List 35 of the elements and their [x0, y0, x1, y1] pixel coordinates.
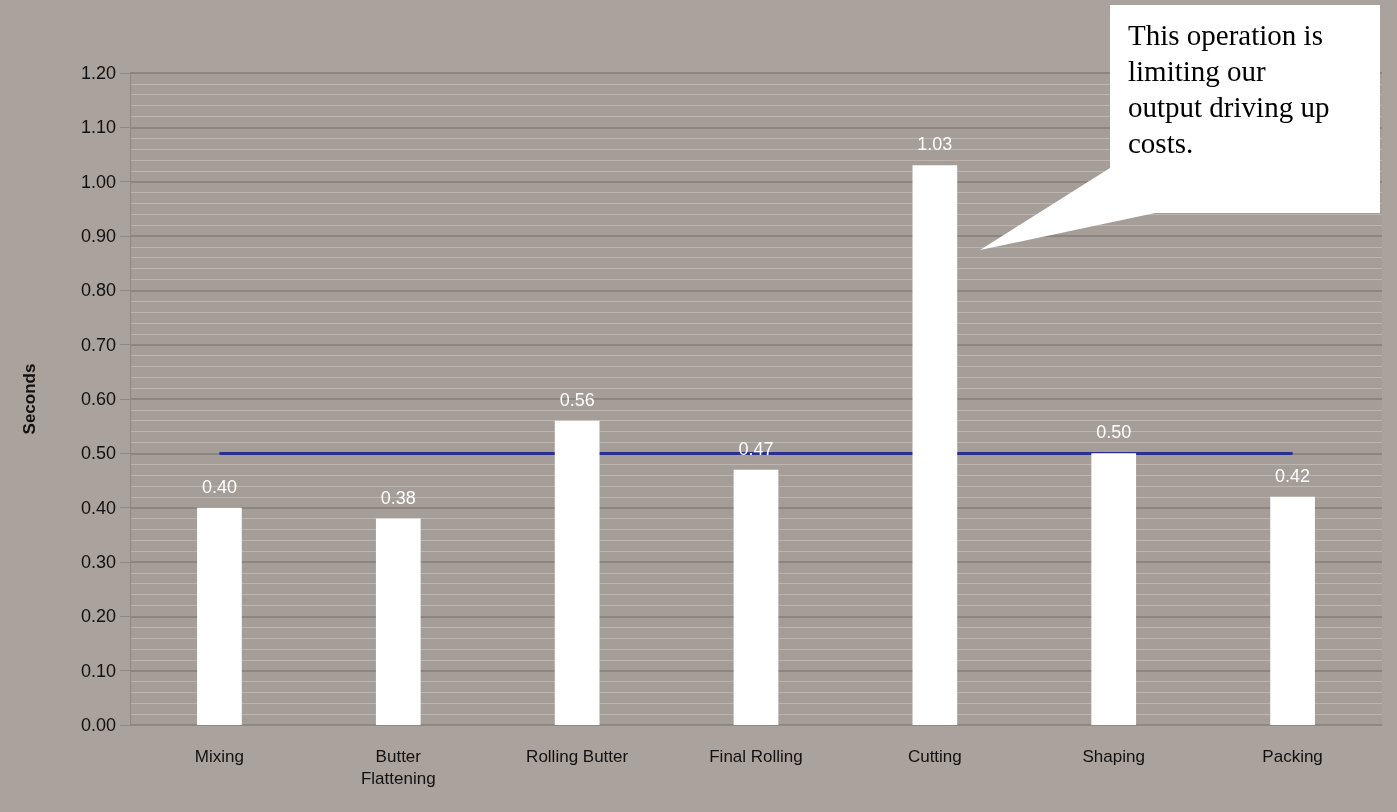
y-tick-label: 0.50	[80, 443, 116, 464]
bar	[1270, 496, 1315, 725]
data-label: 0.42	[1275, 465, 1311, 486]
x-tick-label: Butter Flattening	[360, 746, 436, 788]
y-axis-title: Seconds	[20, 363, 39, 435]
x-tick-label: Packing	[1262, 746, 1323, 766]
bar	[1091, 453, 1137, 725]
y-tick-label: 0.10	[80, 660, 116, 681]
data-label: 0.50	[1096, 422, 1132, 443]
x-tick-label: Mixing	[194, 746, 244, 766]
bar	[197, 507, 242, 725]
x-tick-label: Rolling Butter	[526, 746, 629, 766]
bar	[733, 469, 779, 725]
y-tick-label: 0.40	[80, 497, 116, 518]
bar	[375, 518, 421, 725]
data-label: 0.38	[380, 487, 416, 508]
data-label: 0.56	[559, 389, 595, 410]
y-tick-label: 0.90	[80, 226, 116, 246]
x-tick-label: Final Rolling	[709, 746, 803, 766]
y-tick-label: 1.20	[80, 63, 116, 83]
data-label: 1.03	[917, 134, 953, 155]
y-tick-label: 0.70	[80, 334, 116, 355]
data-label: 0.40	[201, 476, 237, 497]
y-tick-label: 1.00	[80, 171, 116, 192]
y-tick-label: 0.30	[80, 552, 116, 572]
x-tick-label: Shaping	[1082, 746, 1145, 766]
bar	[912, 165, 958, 725]
x-tick-label: Cutting	[907, 746, 962, 766]
y-tick-label: 0.80	[80, 280, 116, 301]
bar	[554, 420, 600, 725]
y-tick-label: 0.60	[80, 389, 116, 409]
y-tick-label: 0.00	[80, 715, 116, 735]
y-tick-label: 0.20	[80, 606, 116, 627]
annotation: This operation is limiting our output driving up costs.	[1128, 18, 1331, 161]
y-tick-label: 1.10	[80, 117, 116, 138]
